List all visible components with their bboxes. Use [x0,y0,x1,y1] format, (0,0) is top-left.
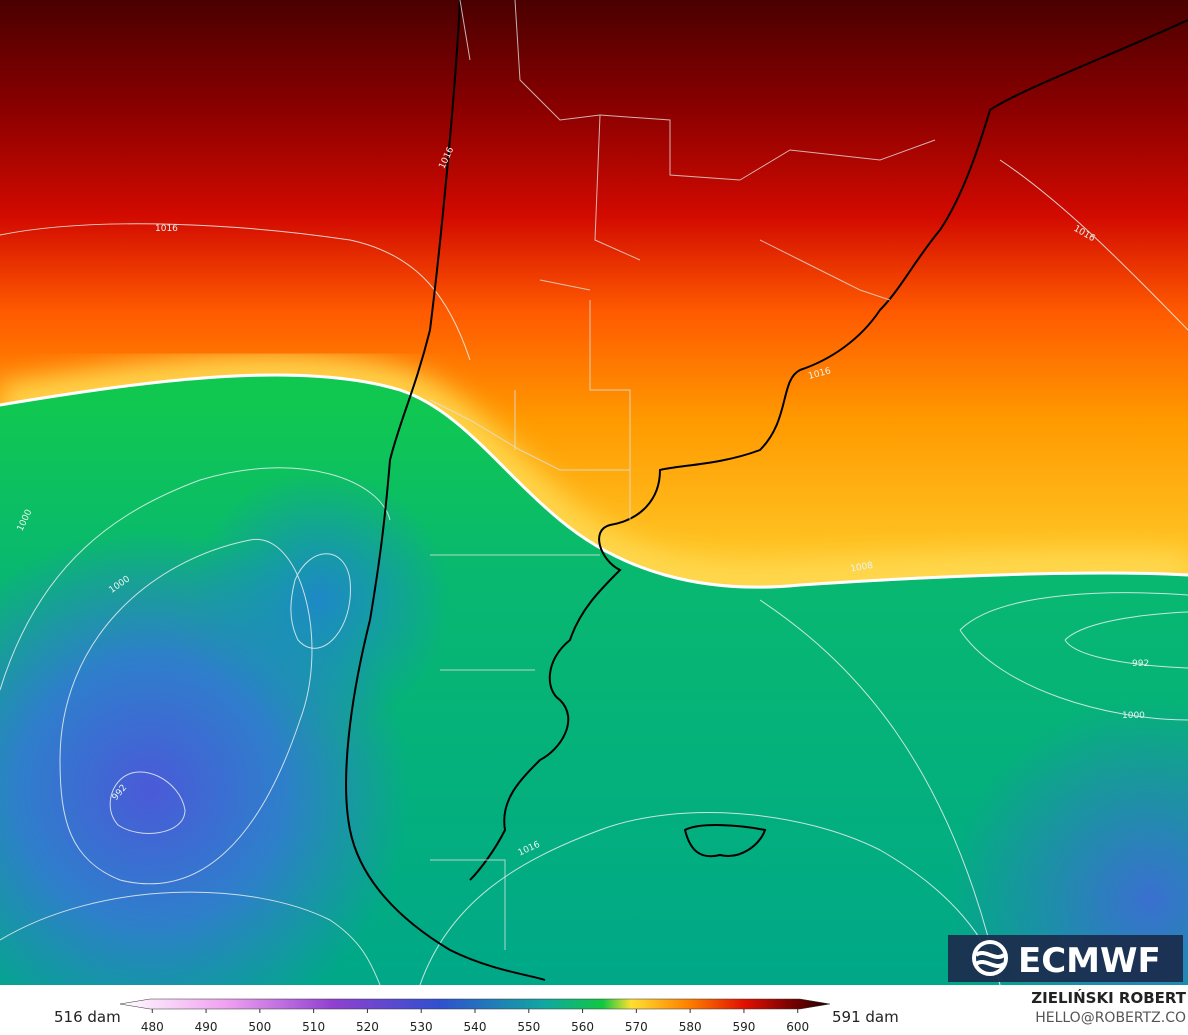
colorbar-tick-label: 540 [464,1020,487,1034]
borders [429,0,936,950]
colorbar-ramp [119,998,831,1010]
colorbar-max-label: 591 dam [832,1008,899,1026]
colorbar-tick-label: 500 [248,1020,271,1034]
colorbar-tick-label: 560 [571,1020,594,1034]
colorbar-tick-label: 480 [141,1020,164,1034]
colorbar-tick-label: 490 [195,1020,218,1034]
colorbar-tick-label: 530 [410,1020,433,1034]
logo-text: ECMWF [1018,941,1161,981]
map: 1016 1016 1016 1016 1016 1000 1000 1000 … [0,0,1188,986]
contour-label: 992 [1132,659,1149,669]
colorbar-tick-label: 510 [302,1020,325,1034]
colorbar-tick-label: 520 [356,1020,379,1034]
isobars [0,159,1188,986]
boundary-line [0,373,1188,589]
colorbar-tick-label: 590 [732,1020,755,1034]
colorbar-tick-label: 580 [679,1020,702,1034]
colorbar-tick-label: 570 [625,1020,648,1034]
logo-icon [972,940,1008,976]
colorbar-tick-label: 550 [517,1020,540,1034]
contour-label: 1016 [155,224,178,234]
coastline [345,0,1188,981]
credit-author: ZIELIŃSKI ROBERT [1031,988,1186,1007]
low-east [0,580,1188,985]
colorbar-tick-label: 600 [786,1020,809,1034]
contour-label: 1008 [850,561,875,575]
colorbar-min-label: 516 dam [54,1008,121,1026]
contour-label: 1000 [1122,711,1145,721]
credit-contact: HELLO@ROBERTZ.CO [1035,1010,1186,1026]
colorbar: 516 dam 591 dam 480 490 500 510 520 530 540 550… [54,998,899,1034]
